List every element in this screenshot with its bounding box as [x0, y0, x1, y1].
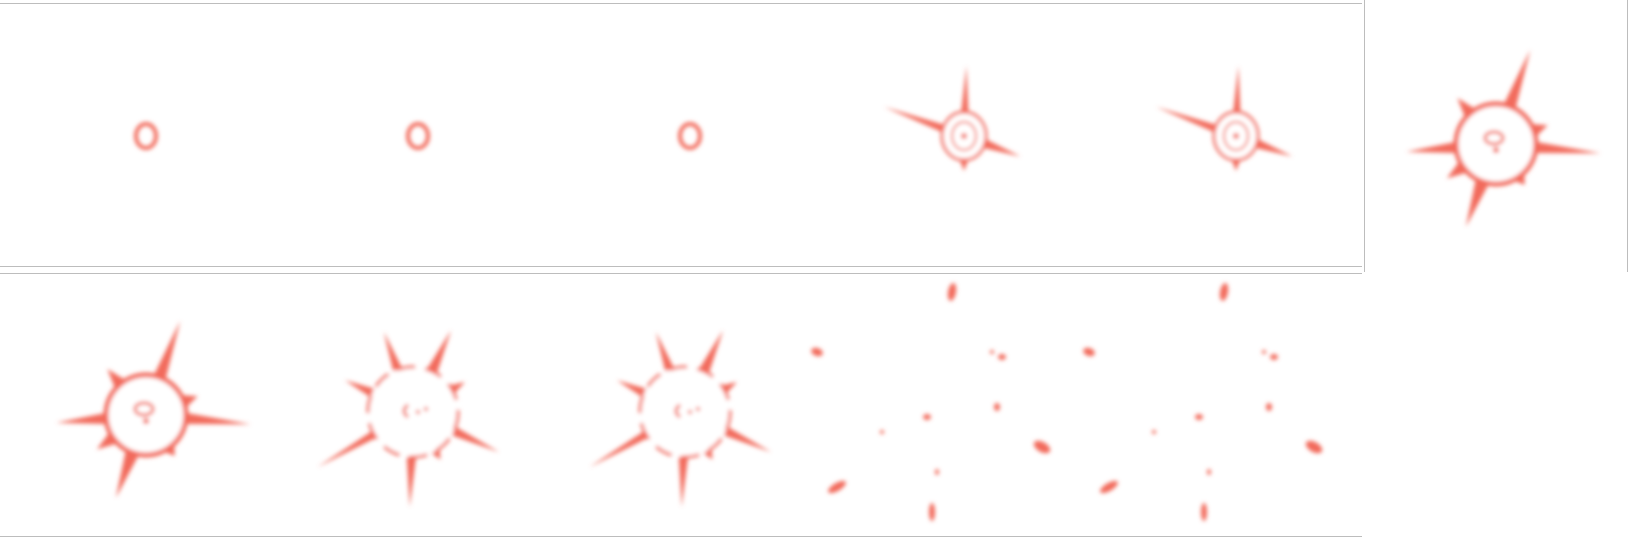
explosion-shape	[678, 122, 702, 150]
inner-ring	[951, 121, 977, 151]
divider-col6-left	[1364, 0, 1365, 272]
explosion-shape	[1156, 66, 1293, 171]
divider-col6-right	[1627, 0, 1628, 272]
ring-shape	[406, 122, 430, 150]
debris-fragment	[935, 469, 939, 475]
sprite-frame	[0, 277, 272, 549]
sprite-frame	[272, 0, 544, 272]
spike-burst	[884, 66, 1021, 171]
frame-graphic	[1406, 50, 1601, 227]
debris-fragment	[1152, 430, 1156, 434]
frame-graphic	[56, 321, 251, 498]
debris-fragment	[994, 403, 1000, 411]
frame-graphic	[589, 330, 772, 507]
explosion-shape	[317, 330, 500, 507]
debris-fragment	[828, 480, 846, 494]
fragment-ring	[638, 365, 732, 459]
core-dot	[696, 407, 700, 411]
sprite-frame	[1360, 0, 1630, 272]
divider-top	[0, 3, 1362, 4]
frame-graphic	[1156, 66, 1293, 171]
debris-fragment	[923, 414, 931, 420]
frame-graphic	[134, 122, 158, 150]
frame-graphic	[884, 66, 1021, 171]
explosion-shape	[134, 122, 158, 150]
debris-fragment	[1207, 469, 1211, 475]
debris-fragment	[1083, 347, 1095, 357]
debris-fragment	[811, 347, 823, 357]
core-dot	[688, 410, 692, 414]
core-dot	[416, 410, 420, 414]
spike-burst	[589, 330, 772, 507]
debris-fragment	[880, 430, 884, 434]
debris-fragment	[1201, 503, 1207, 521]
core-fragment	[674, 403, 681, 419]
frame-graphic	[1083, 283, 1323, 521]
debris-fragment	[990, 350, 994, 354]
divider-row1-bottom	[0, 266, 1362, 267]
debris-fragment	[1033, 440, 1051, 454]
inner-ring	[1223, 121, 1249, 151]
explosion-shape	[811, 283, 1051, 521]
core-blob	[133, 401, 155, 417]
explosion-shape	[56, 321, 251, 498]
debris-fragment	[1266, 403, 1272, 411]
sprite-frame	[0, 0, 272, 272]
explosion-shape	[1083, 283, 1323, 521]
core-dot	[1493, 147, 1499, 153]
explosion-shape	[589, 330, 772, 507]
sprite-frame	[811, 277, 1088, 549]
divider-row2-top	[0, 273, 1362, 274]
frame-graphic	[678, 122, 702, 150]
core-dot	[143, 418, 149, 424]
sprite-frame	[816, 0, 1088, 272]
explosion-shape	[884, 66, 1021, 171]
explosion-shape	[1406, 50, 1601, 227]
sprite-frame	[544, 277, 816, 549]
sprite-frame	[1083, 277, 1360, 549]
divider-bottom	[0, 536, 1362, 537]
frame-graphic	[406, 122, 430, 150]
frame-graphic	[811, 283, 1051, 521]
spike-burst	[1156, 66, 1293, 171]
debris-fragment	[929, 503, 935, 521]
ring-shape	[134, 122, 158, 150]
core-dot	[424, 407, 428, 411]
spike-burst	[317, 330, 500, 507]
core-fragment	[402, 403, 409, 419]
frame-graphic	[317, 330, 500, 507]
core-dot	[961, 133, 967, 139]
debris-fragment	[998, 354, 1006, 360]
debris-fragment	[1219, 283, 1229, 301]
debris-fragment	[1305, 440, 1323, 454]
sprite-frame	[272, 277, 544, 549]
debris-fragment	[1270, 354, 1278, 360]
core-dot	[1233, 133, 1239, 139]
core-blob	[1483, 130, 1505, 146]
debris-fragment	[1195, 414, 1203, 420]
debris-fragment	[947, 283, 957, 301]
sprite-frame	[1088, 0, 1360, 272]
fragment-ring	[366, 365, 460, 459]
explosion-shape	[406, 122, 430, 150]
debris-fragment	[1100, 480, 1118, 494]
sprite-frame	[544, 0, 816, 272]
debris-fragment	[1262, 350, 1266, 354]
ring-shape	[678, 122, 702, 150]
